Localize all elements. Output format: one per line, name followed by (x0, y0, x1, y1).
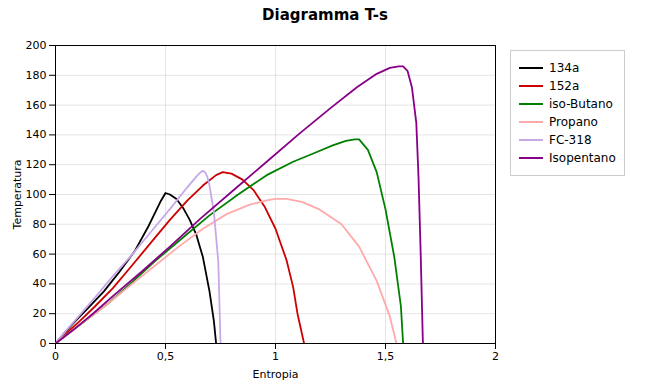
html-text:Propano: Propano (549, 115, 598, 129)
html-text:152a: 152a (549, 79, 580, 93)
svg-text:0: 0 (40, 337, 47, 350)
svg-text:80: 80 (33, 218, 47, 231)
html-text:Diagramma T-s: Diagramma T-s (262, 6, 388, 24)
svg-text:Temperatura: Temperatura (11, 160, 24, 231)
svg-text:Entropia: Entropia (252, 368, 298, 381)
svg-text:180: 180 (26, 69, 47, 82)
svg-text:40: 40 (33, 277, 47, 290)
html-text:Isopentano: Isopentano (549, 151, 616, 165)
svg-text:100: 100 (26, 188, 47, 201)
svg-text:1,5: 1,5 (377, 350, 395, 363)
svg-text:140: 140 (26, 128, 47, 141)
svg-text:0: 0 (52, 350, 59, 363)
svg-text:160: 160 (26, 99, 47, 112)
svg-text:120: 120 (26, 158, 47, 171)
svg-text:1: 1 (272, 350, 279, 363)
html-text:iso-Butano: iso-Butano (549, 97, 613, 111)
svg-text:20: 20 (33, 307, 47, 320)
svg-text:60: 60 (33, 248, 47, 261)
svg-text:0,5: 0,5 (157, 350, 175, 363)
html-text:FC-318: FC-318 (549, 133, 592, 147)
svg-text:2: 2 (492, 350, 499, 363)
html-text:134a: 134a (549, 61, 580, 75)
svg-text:200: 200 (26, 39, 47, 52)
